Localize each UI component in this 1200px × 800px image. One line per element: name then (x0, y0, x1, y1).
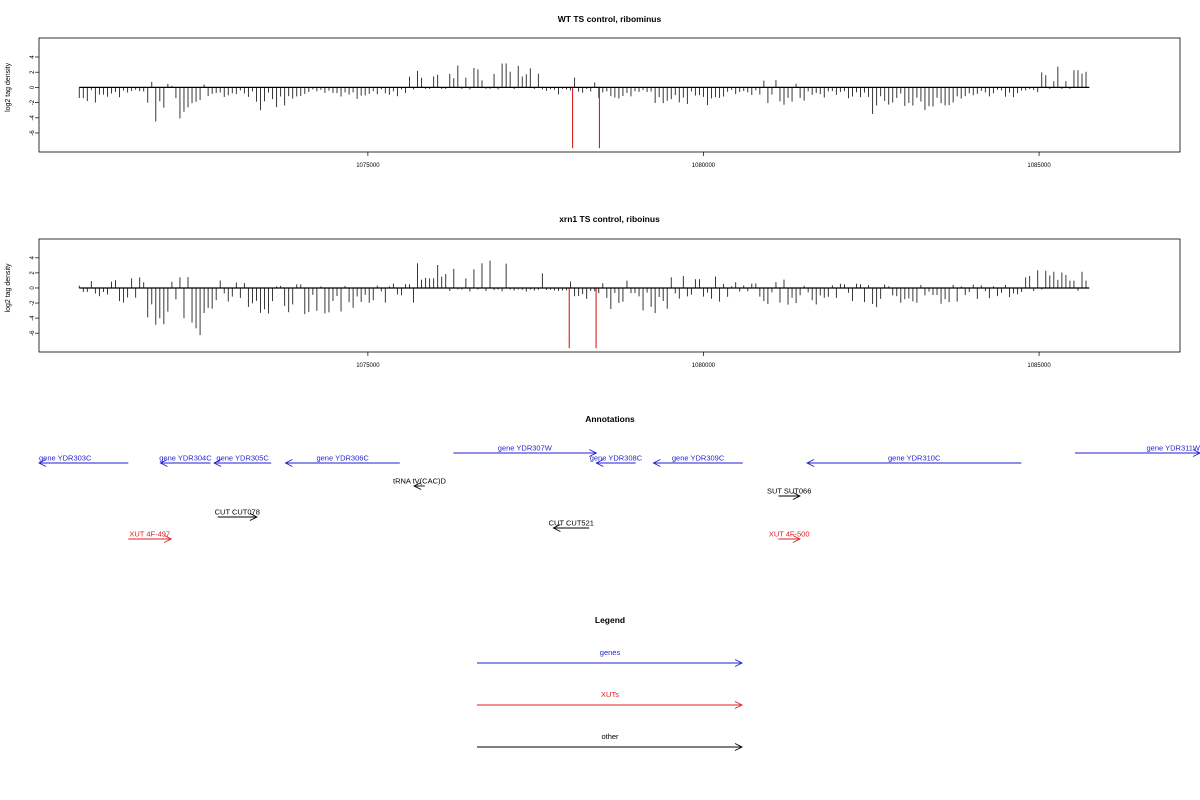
feature-label: XUT 4F-497 (129, 530, 170, 539)
track-title: WT TS control, ribominus (558, 14, 662, 24)
feature-label: gene YDR309C (672, 454, 725, 463)
arrowhead (284, 459, 293, 467)
arrowhead (652, 459, 661, 467)
annotation-feature: CUT CUT078 (215, 508, 260, 521)
annotation-feature: gene YDR310C (806, 454, 1022, 467)
feature-label: tRNA tV(CAC)D (393, 477, 447, 486)
annotation-feature: gene YDR309C (652, 454, 743, 467)
feature-label: gene YDR305C (216, 454, 269, 463)
y-tick-label: 4 (30, 55, 36, 59)
y-tick-label: 0 (30, 85, 36, 89)
arrowhead (159, 459, 168, 467)
feature-label: gene YDR311W (1146, 444, 1200, 453)
y-tick-label: 2 (30, 70, 36, 74)
annotation-feature: gene YDR304C (159, 454, 212, 467)
arrowhead (792, 492, 801, 500)
arrowhead (552, 524, 561, 532)
x-tick-label: 1085000 (1027, 363, 1051, 369)
y-tick-label: -2 (30, 300, 36, 306)
y-tick-label: -6 (30, 130, 36, 136)
legend-entry-genes: genes (477, 648, 744, 667)
legend-entry-other: other (477, 732, 744, 751)
y-tick-label: 0 (30, 286, 36, 290)
annotations-title: Annotations (585, 414, 635, 424)
wt-density-track: WT TS control, ribominus -6 -4 -2 0 2 4 log2 ta… (5, 14, 1181, 169)
annotation-feature: gene YDR307W (453, 444, 598, 457)
annotation-feature: gene YDR306C (284, 454, 400, 467)
annotation-feature: gene YDR305C (213, 454, 272, 467)
feature-label: gene YDR306C (316, 454, 369, 463)
annotation-feature: CUT CUT521 (549, 519, 594, 532)
x-tick-label: 1075000 (356, 363, 380, 369)
feature-label: gene YDR310C (888, 454, 941, 463)
legend-label: XUTs (601, 690, 619, 699)
feature-label: SUT SUT066 (767, 487, 811, 496)
y-tick-label: 2 (30, 271, 36, 275)
feature-label: gene YDR307W (498, 444, 553, 453)
annotation-feature: SUT SUT066 (767, 487, 811, 500)
plot-frame (38, 238, 1181, 353)
x-tick-label: 1085000 (1027, 163, 1051, 169)
annotation-feature: XUT 4F-497 (128, 530, 173, 543)
arrowhead (792, 535, 801, 543)
feature-label: XUT 4F-500 (769, 530, 810, 539)
legend-label: other (601, 732, 619, 741)
y-tick-label: -6 (30, 330, 36, 336)
feature-label: CUT CUT078 (215, 508, 260, 517)
annotation-feature: tRNA tV(CAC)D (393, 477, 447, 490)
annotation-feature: XUT 4F-500 (769, 530, 810, 543)
arrowhead (213, 459, 222, 467)
feature-label: gene YDR303C (39, 454, 92, 463)
arrowhead (1192, 449, 1200, 457)
annotation-feature: gene YDR308C (590, 454, 643, 467)
y-axis-label: log2 tag density (5, 263, 12, 313)
legend-label: genes (600, 648, 621, 657)
xrn1-density-track: xrn1 TS control, riboinus -6 -4 -2 0 2 4 log2 t… (5, 214, 1181, 369)
arrowhead (589, 449, 598, 457)
feature-label: gene YDR304C (159, 454, 212, 463)
track-title: xrn1 TS control, riboinus (559, 214, 660, 224)
arrowhead (37, 459, 47, 467)
y-tick-label: -2 (30, 99, 36, 105)
arrowhead (734, 743, 744, 751)
plot-frame (38, 37, 1181, 153)
y-tick-label: -4 (30, 315, 36, 321)
annotation-feature: gene YDR311W (1074, 444, 1200, 457)
arrowhead (413, 482, 422, 490)
arrowhead (734, 701, 744, 709)
legend-title: Legend (595, 615, 625, 625)
legend-entry-xuts: XUTs (477, 690, 744, 709)
arrowhead (249, 513, 258, 521)
legend-panel: Legend genes XUTs other (477, 615, 744, 751)
arrowhead (806, 459, 815, 467)
feature-label: gene YDR308C (590, 454, 643, 463)
arrowhead (163, 535, 173, 543)
y-tick-label: 4 (30, 256, 36, 260)
annotation-feature: gene YDR303C (37, 454, 129, 467)
density-bars (78, 260, 1087, 336)
y-axis-label: log2 tag density (5, 62, 12, 112)
y-tick-label: -4 (30, 114, 36, 120)
x-tick-label: 1075000 (356, 163, 380, 169)
x-tick-label: 1080000 (692, 163, 716, 169)
arrowhead (595, 459, 604, 467)
feature-label: CUT CUT521 (549, 519, 594, 528)
x-tick-label: 1080000 (692, 363, 716, 369)
annotations-panel: Annotations gene YDR303C gene YDR304C gene … (37, 414, 1200, 543)
density-bars (78, 63, 1087, 122)
arrowhead (734, 659, 744, 667)
